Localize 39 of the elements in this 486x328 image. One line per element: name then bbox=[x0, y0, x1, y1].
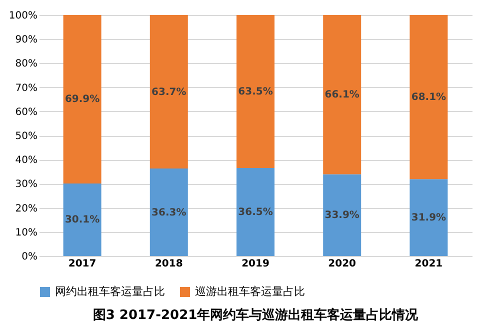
legend-label: 网约出租车客运量占比 bbox=[55, 285, 165, 298]
bar bbox=[236, 168, 274, 256]
text: 图3 2017-2021年网约车与巡游出租车客运量占比情况 bbox=[92, 307, 420, 323]
data-label: 36.3% bbox=[152, 207, 186, 218]
x-tick-label: 2018 bbox=[154, 258, 183, 270]
bar bbox=[150, 168, 188, 256]
bar bbox=[323, 174, 362, 256]
y-tick-label: 80% bbox=[15, 58, 38, 70]
data-label: 31.9% bbox=[411, 212, 446, 224]
data-label: 36.5% bbox=[238, 207, 273, 218]
y-tick-label: 60% bbox=[15, 106, 38, 118]
x-tick-label: 2020 bbox=[328, 258, 356, 270]
bar bbox=[63, 15, 102, 184]
x-tick-label: 2021 bbox=[414, 258, 443, 270]
bar bbox=[150, 15, 188, 169]
y-tick-label: 10% bbox=[15, 227, 38, 238]
legend-label: 巡游出租车客运量占比 bbox=[195, 285, 305, 298]
y-tick-label: 30% bbox=[15, 179, 38, 190]
bar bbox=[410, 179, 448, 256]
x-tick-label: 2019 bbox=[242, 258, 270, 270]
bar bbox=[236, 15, 274, 168]
y-tick-label: 0% bbox=[22, 252, 38, 262]
data-label: 30.1% bbox=[64, 214, 100, 226]
y-tick-label: 90% bbox=[15, 34, 38, 46]
y-tick-label: 20% bbox=[15, 203, 38, 214]
bar bbox=[410, 15, 448, 180]
data-label: 63.7% bbox=[152, 86, 186, 98]
y-tick-label: 100% bbox=[8, 10, 38, 22]
bar bbox=[63, 183, 102, 256]
data-label: 66.1% bbox=[324, 90, 360, 101]
x-tick-label: 2017 bbox=[68, 258, 96, 270]
y-tick-label: 70% bbox=[15, 82, 38, 94]
data-label: 33.9% bbox=[324, 210, 360, 222]
data-label: 63.5% bbox=[238, 86, 273, 98]
data-label: 69.9% bbox=[64, 94, 100, 106]
y-tick-label: 40% bbox=[15, 155, 38, 166]
bar bbox=[323, 15, 362, 174]
y-tick-label: 50% bbox=[15, 131, 38, 142]
data-label: 68.1% bbox=[411, 92, 446, 104]
